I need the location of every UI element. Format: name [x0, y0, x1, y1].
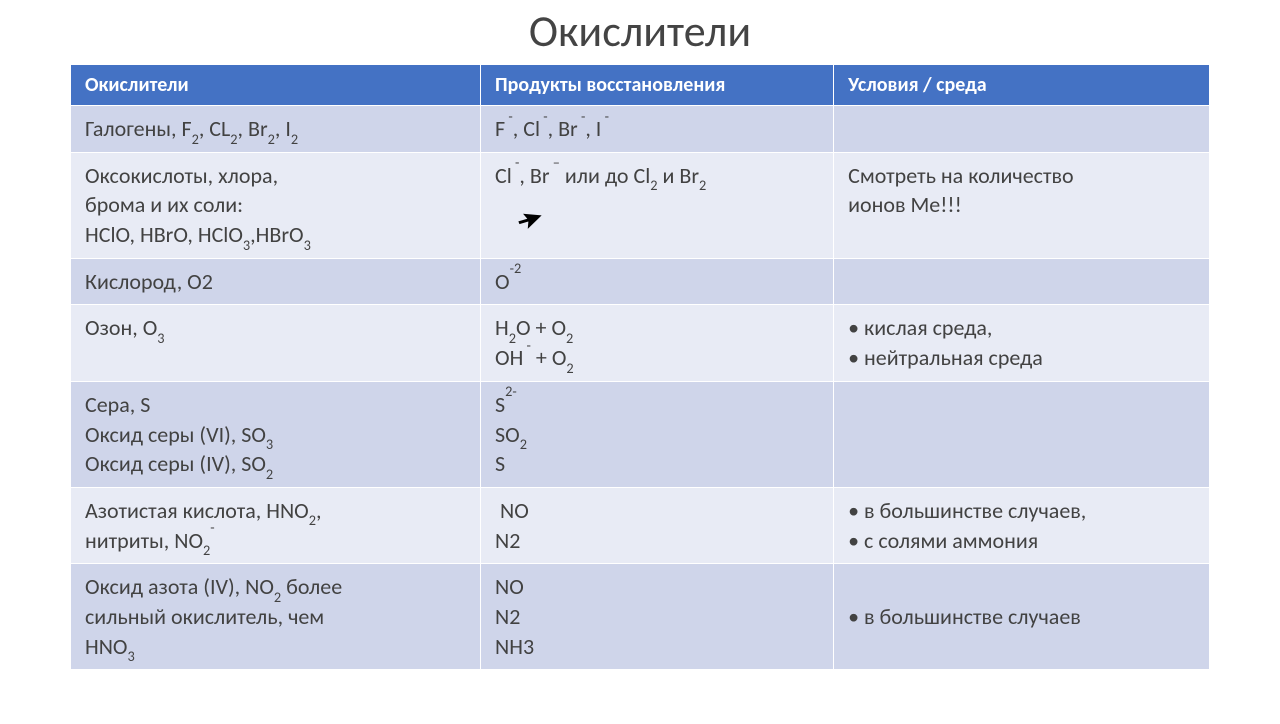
table-row: Оксид азота (IV), NO2 болеесильный окисл… [71, 564, 1210, 670]
cell-product: H2O + O2OH - + O2 [481, 305, 834, 381]
cell-condition: • в большинстве случаев [834, 564, 1210, 670]
cell-product: F -, Cl -, Br -, I - [481, 106, 834, 153]
table-header: Окислители [71, 65, 481, 106]
cell-condition [834, 258, 1210, 305]
table-header: Условия / среда [834, 65, 1210, 106]
cell-product: NON2NH3 [481, 564, 834, 670]
cell-oxidizer: Галогены, F2, CL2, Br2, I2 [71, 106, 481, 153]
table-header: Продукты восстановления [481, 65, 834, 106]
cell-condition [834, 106, 1210, 153]
cell-product: O-2 [481, 258, 834, 305]
table-body: Галогены, F2, CL2, Br2, I2F -, Cl -, Br … [71, 106, 1210, 670]
cell-product: Cl -, Br – или до Cl2 и Br2 [481, 152, 834, 258]
cell-condition [834, 381, 1210, 487]
table-header-row: Окислители Продукты восстановления Услов… [71, 65, 1210, 106]
cell-oxidizer: Оксокислоты, хлора,брома и их соли:HClO,… [71, 152, 481, 258]
cell-oxidizer: Оксид азота (IV), NO2 болеесильный окисл… [71, 564, 481, 670]
cell-oxidizer: Азотистая кислота, HNO2,нитриты, NO2- [71, 487, 481, 563]
table-row: Кислород, О2O-2 [71, 258, 1210, 305]
cell-oxidizer: Сера, SОксид серы (VI), SO3Оксид серы (I… [71, 381, 481, 487]
cell-product: NON2 [481, 487, 834, 563]
cell-oxidizer: Кислород, О2 [71, 258, 481, 305]
table-row: Азотистая кислота, HNO2,нитриты, NO2- NO… [71, 487, 1210, 563]
slide-page: Окислители Окислители Продукты восстанов… [0, 4, 1280, 724]
table-row: Оксокислоты, хлора,брома и их соли:HClO,… [71, 152, 1210, 258]
cell-product: S2-SO2S [481, 381, 834, 487]
cell-condition: Смотреть на количествоионов Me!!! [834, 152, 1210, 258]
table-row: Сера, SОксид серы (VI), SO3Оксид серы (I… [71, 381, 1210, 487]
cell-oxidizer: Озон, О3 [71, 305, 481, 381]
page-title: Окислители [70, 4, 1210, 58]
table-row: Галогены, F2, CL2, Br2, I2F -, Cl -, Br … [71, 106, 1210, 153]
oxidizers-table: Окислители Продукты восстановления Услов… [70, 64, 1210, 670]
table-row: Озон, О3H2O + O2OH - + O2• кислая среда,… [71, 305, 1210, 381]
cell-condition: • в большинстве случаев,• с солями аммон… [834, 487, 1210, 563]
cell-condition: • кислая среда,• нейтральная среда [834, 305, 1210, 381]
